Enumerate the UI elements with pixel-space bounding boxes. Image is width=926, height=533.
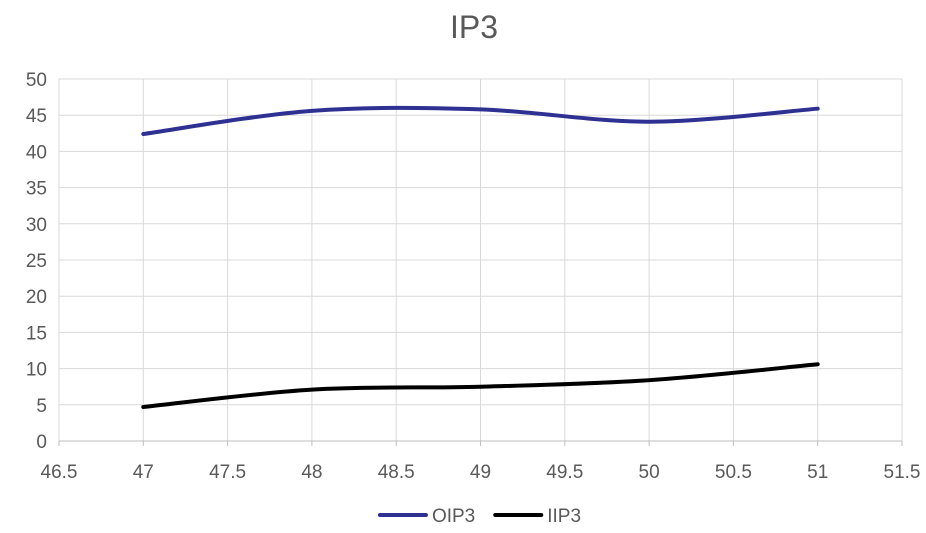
legend-label: OIP3	[432, 506, 475, 527]
x-tick-label: 49.5	[546, 462, 583, 483]
x-tick-label: 47	[133, 462, 154, 483]
x-tick-labels: 46.5 47 47.5 48 48.5 49 49.5 50 50.5 51 51.5	[41, 462, 921, 483]
legend-item-iip3: IIP3	[493, 506, 581, 527]
x-tick-label: 47.5	[209, 462, 246, 483]
x-tick-label: 49	[470, 462, 491, 483]
series-lines	[141, 105, 820, 409]
y-tick-label: 50	[26, 70, 47, 91]
x-tick-label: 48.5	[378, 462, 415, 483]
y-tick-label: 5	[36, 396, 47, 417]
y-tick-label: 15	[26, 323, 47, 344]
series-line-oip3	[141, 105, 820, 137]
legend-item-oip3: OIP3	[377, 506, 475, 527]
y-tick-label: 40	[26, 142, 47, 163]
x-tick-label: 50	[639, 462, 660, 483]
y-tick-label: 35	[26, 179, 47, 200]
y-tick-label: 0	[36, 432, 47, 453]
gridlines	[58, 78, 903, 441]
series-line-iip3	[141, 362, 820, 409]
x-tick-label: 50.5	[715, 462, 752, 483]
x-tick-label: 51	[807, 462, 828, 483]
y-tick-label: 20	[26, 287, 47, 308]
chart-title: IP3	[450, 9, 498, 45]
axes	[58, 440, 903, 446]
y-tick-label: 10	[26, 360, 47, 381]
legend: OIP3 IIP3	[377, 506, 581, 527]
y-tick-label: 25	[26, 251, 47, 272]
y-tick-label: 30	[26, 215, 47, 236]
x-tick-label: 48	[301, 462, 322, 483]
legend-label: IIP3	[547, 506, 581, 527]
x-tick-label: 46.5	[41, 462, 78, 483]
y-tick-labels: 0 5 10 15 20 25 30 35 40 45 50	[26, 70, 47, 453]
y-tick-label: 45	[26, 106, 47, 127]
x-tick-label: 51.5	[884, 462, 921, 483]
